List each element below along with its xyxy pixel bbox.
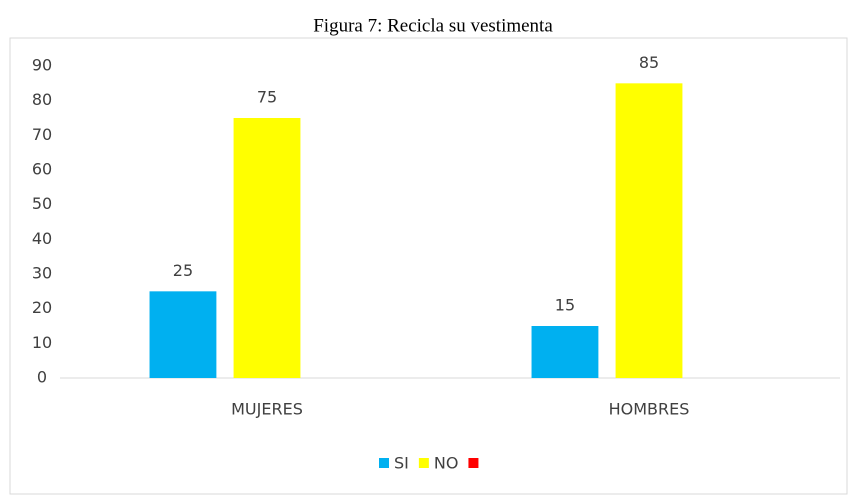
bar [531,326,599,378]
y-tick-label: 60 [32,160,52,179]
y-tick-label: 20 [32,298,52,317]
y-tick-label: 80 [32,90,52,109]
y-tick-label: 40 [32,229,52,248]
y-tick-label: 0 [37,368,47,387]
bar [149,291,217,378]
y-tick-label: 50 [32,194,52,213]
chart-frame [9,37,848,495]
legend-swatch [418,458,429,468]
value-label: 85 [639,53,659,72]
chart-title: Figura 7: Recicla su vestimenta [313,15,553,36]
x-tick-label: HOMBRES [609,400,690,419]
legend-swatch [468,458,479,468]
value-label: 75 [257,88,277,107]
y-tick-label: 70 [32,125,52,144]
legend-swatch [379,458,389,468]
bar [615,83,683,378]
bar [233,118,301,378]
legend-label: NO [434,454,459,473]
value-label: 15 [555,296,575,315]
y-tick-label: 90 [32,56,52,75]
y-tick-label: 10 [32,333,52,352]
y-tick-label: 30 [32,264,52,283]
x-tick-label: MUJERES [231,400,303,419]
legend-label: SI [394,454,409,473]
value-label: 25 [173,261,193,280]
